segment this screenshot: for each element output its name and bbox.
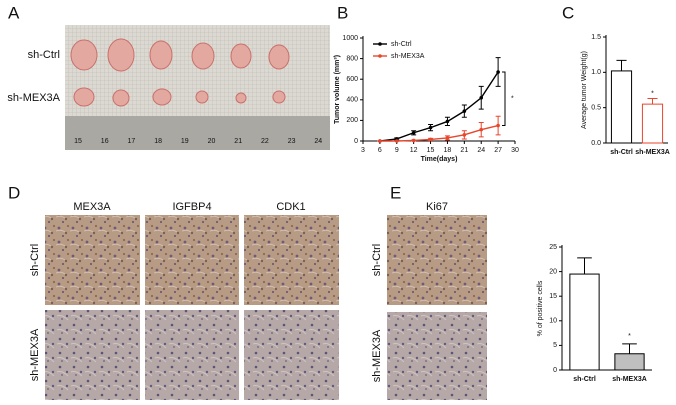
- point: [428, 125, 433, 130]
- y-axis-label: Tumor volume (mm³): [334, 55, 341, 124]
- row-label: sh-MEX3A: [7, 92, 60, 104]
- legend-marker: [378, 54, 382, 58]
- y-tick-label: 400: [346, 97, 358, 104]
- y-axis-label: Average tumor Weight(g): [581, 51, 588, 129]
- y-tick-label: 0: [354, 138, 358, 145]
- y-tick-label: 1.0: [591, 69, 601, 76]
- x-tick-label: 15: [427, 147, 435, 154]
- ruler-label: 15: [74, 138, 82, 145]
- ruler-label: 23: [288, 138, 296, 145]
- row-label: sh-Ctrl: [29, 244, 41, 276]
- point: [428, 137, 433, 142]
- y-tick-label: 15: [549, 293, 557, 300]
- error-bar: [577, 257, 592, 275]
- y-tick-label: 25: [549, 244, 557, 251]
- x-tick-label: 3: [361, 147, 365, 154]
- y-tick-label: 20: [549, 268, 557, 275]
- point: [496, 123, 500, 128]
- x-tick-label: 12: [410, 147, 418, 154]
- x-tick-label: 24: [477, 147, 485, 154]
- ihc-images: [45, 215, 487, 400]
- x-tick-label: 21: [460, 147, 468, 154]
- bracket: [502, 71, 506, 127]
- point: [378, 139, 382, 143]
- ruler-label: 16: [101, 138, 109, 145]
- ruler-label: 20: [208, 138, 216, 145]
- x-tick-label: sh-MEX3A: [635, 149, 670, 156]
- point: [479, 127, 484, 132]
- row-label: sh-Ctrl: [28, 49, 60, 61]
- legend-label: sh-MEX3A: [391, 53, 425, 60]
- panel-label: B: [337, 3, 348, 22]
- point: [411, 130, 416, 135]
- bar: [610, 70, 633, 144]
- error-bar: [616, 59, 627, 71]
- x-tick-label: sh-Ctrl: [573, 376, 596, 383]
- y-tick-label: 200: [346, 117, 358, 124]
- y-axis-label: % of positive cells: [537, 280, 544, 336]
- row-label: sh-Ctrl: [371, 244, 383, 276]
- annotation: *: [511, 96, 514, 103]
- ruler-label: 22: [261, 138, 269, 145]
- bar: [569, 273, 600, 371]
- y-tick-label: 0.0: [591, 140, 601, 147]
- panel-label: C: [562, 3, 574, 22]
- panel-label: E: [390, 183, 401, 202]
- point: [496, 70, 500, 74]
- ruler-label: 21: [234, 138, 242, 145]
- ruler: [65, 116, 330, 150]
- point: [462, 133, 467, 137]
- series-line: [379, 71, 499, 142]
- y-tick-label: 1.5: [591, 34, 601, 41]
- legend-marker: [378, 42, 382, 46]
- x-tick-label: 6: [378, 147, 382, 154]
- row-label: sh-MEX3A: [29, 328, 41, 381]
- annotation: *: [628, 333, 631, 340]
- x-tick-label: 9: [395, 147, 399, 154]
- panel-label: A: [8, 3, 20, 22]
- error-bar: [647, 97, 658, 105]
- y-tick-label: 800: [346, 55, 358, 62]
- point: [462, 109, 467, 113]
- row-label: sh-MEX3A: [371, 329, 383, 382]
- x-axis-label: Time(days): [421, 156, 458, 163]
- x-tick-label: sh-Ctrl: [610, 149, 633, 156]
- point: [394, 139, 399, 143]
- ruler-label: 17: [128, 138, 136, 145]
- column-label: Ki67: [426, 201, 448, 213]
- y-tick-label: 10: [549, 318, 557, 325]
- annotation: *: [651, 90, 654, 97]
- x-tick-label: 27: [494, 147, 502, 154]
- ruler-label: 19: [181, 138, 189, 145]
- y-tick-label: 5: [553, 342, 557, 349]
- y-tick-label: 0.5: [591, 105, 601, 112]
- ruler-label: 24: [314, 138, 322, 145]
- panel-label: D: [8, 183, 20, 202]
- ruler-label: 18: [154, 138, 162, 145]
- point: [445, 136, 450, 140]
- error-bar: [622, 343, 637, 354]
- x-tick-label: 30: [511, 147, 519, 154]
- y-tick-label: 0: [553, 367, 557, 374]
- x-tick-label: 18: [444, 147, 452, 154]
- x-tick-label: sh-MEX3A: [612, 376, 647, 383]
- column-label: MEX3A: [73, 201, 111, 213]
- column-label: CDK1: [276, 201, 305, 213]
- bar: [641, 103, 664, 144]
- y-tick-label: 1000: [342, 35, 358, 42]
- point: [445, 119, 450, 124]
- y-tick-label: 600: [346, 76, 358, 83]
- legend-label: sh-Ctrl: [391, 41, 412, 48]
- series-line: [379, 124, 499, 142]
- column-label: IGFBP4: [172, 201, 211, 213]
- bar: [614, 353, 645, 371]
- tumors: [70, 38, 290, 107]
- point: [479, 95, 484, 100]
- point: [411, 138, 416, 143]
